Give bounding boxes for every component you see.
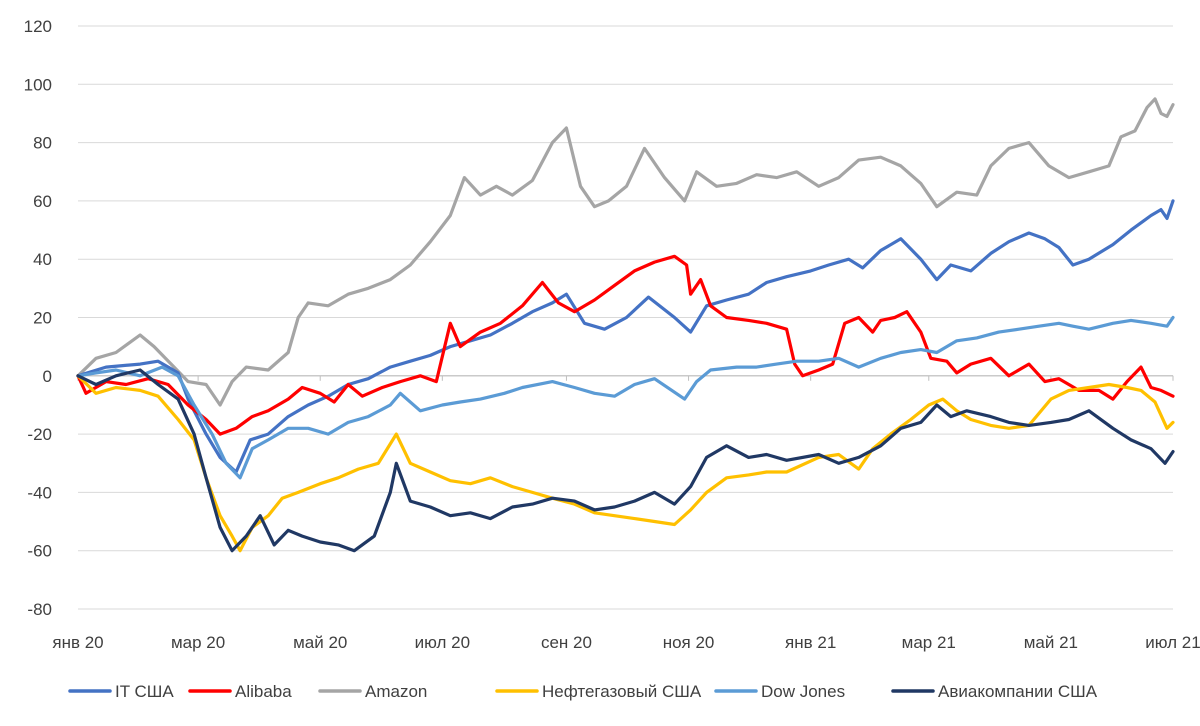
- y-tick-label: 20: [33, 309, 52, 328]
- series-line-3: [76, 97, 1175, 407]
- y-tick-label: -20: [27, 425, 52, 444]
- x-tick-label: июл 21: [1145, 633, 1200, 652]
- x-tick-label: мар 21: [902, 633, 956, 652]
- y-tick-label: 120: [24, 17, 52, 36]
- y-tick-label: -40: [27, 483, 52, 502]
- legend-label: Авиакомпании США: [938, 682, 1098, 701]
- legend: IT США Alibaba Amazon Нефтегазовый США Dow J…: [68, 682, 1098, 701]
- legend-label: Dow Jones: [761, 682, 845, 701]
- y-tick-label: 80: [33, 134, 52, 153]
- series-line-4: [76, 374, 1175, 553]
- y-tick-label: 60: [33, 192, 52, 211]
- x-axis-tick-labels: янв 20 мар 20 май 20 июл 20 сен 20 ноя 20 янв …: [52, 633, 1200, 652]
- x-tick-label: ноя 20: [663, 633, 715, 652]
- x-tick-label: июл 20: [415, 633, 470, 652]
- x-tick-label: май 21: [1024, 633, 1078, 652]
- x-tick-label: сен 20: [541, 633, 592, 652]
- series-lines: [76, 97, 1175, 553]
- y-tick-label: 0: [43, 367, 52, 386]
- x-tick-label: янв 21: [785, 633, 836, 652]
- y-axis-tick-labels: -80 -60 -40 -20 0 20 40 60 80 100 120: [24, 17, 52, 619]
- legend-label: Нефтегазовый США: [542, 682, 702, 701]
- series-line-1: [76, 199, 1175, 474]
- series-line-6: [76, 368, 1175, 553]
- y-tick-label: 40: [33, 250, 52, 269]
- y-tick-label: 100: [24, 75, 52, 94]
- x-tick-label: янв 20: [52, 633, 103, 652]
- legend-label: Alibaba: [235, 682, 292, 701]
- legend-label: IT США: [115, 682, 174, 701]
- x-tick-label: май 20: [293, 633, 347, 652]
- legend-label: Amazon: [365, 682, 427, 701]
- y-tick-label: -80: [27, 600, 52, 619]
- series-line-2: [76, 254, 1175, 436]
- y-tick-label: -60: [27, 542, 52, 561]
- x-tick-label: мар 20: [171, 633, 225, 652]
- series-line-5: [76, 315, 1175, 480]
